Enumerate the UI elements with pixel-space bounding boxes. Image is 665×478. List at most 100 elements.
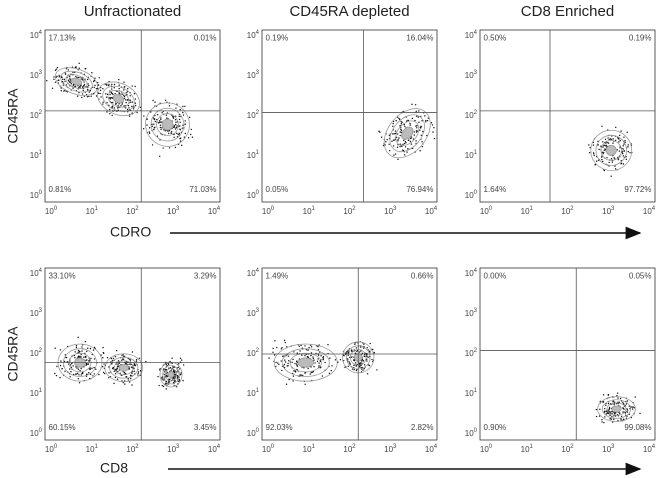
event-dot [78, 356, 80, 358]
event-dot [72, 87, 74, 89]
event-dot [603, 421, 605, 424]
event-dot [599, 408, 601, 411]
event-dot [415, 131, 418, 133]
event-dot [604, 138, 607, 141]
event-dot [623, 418, 625, 421]
event-dot [102, 371, 105, 374]
event-dot [130, 377, 132, 380]
event-dot [614, 165, 616, 167]
event-dot [293, 370, 295, 372]
y-tick-label: 103 [30, 308, 43, 319]
event-dot [617, 397, 619, 399]
tick-exponent: 2 [39, 110, 43, 116]
event-dot [299, 350, 301, 352]
event-dot [298, 345, 301, 348]
event-dot [622, 148, 624, 150]
event-dot [93, 373, 96, 375]
event-dot [145, 360, 147, 363]
event-dot [330, 369, 333, 372]
event-dot [146, 124, 148, 126]
event-dot [190, 128, 192, 131]
event-dot [168, 130, 171, 132]
event-dot [420, 126, 422, 128]
event-dot [284, 359, 286, 361]
tick-exponent: 2 [570, 206, 574, 212]
event-dot [109, 108, 111, 111]
tick-exponent: 3 [474, 308, 478, 314]
event-dot [308, 346, 310, 349]
x-tick-label: 100 [480, 444, 493, 455]
event-dot [157, 375, 159, 378]
event-dot [382, 144, 385, 147]
event-dot [102, 366, 104, 368]
y-tick-label: 100 [30, 428, 43, 439]
event-dot [131, 101, 134, 103]
event-dot [182, 114, 185, 116]
event-dot [287, 362, 289, 365]
event-dot [168, 147, 171, 149]
event-dot [619, 139, 622, 142]
event-dot [76, 367, 78, 369]
event-dot [129, 101, 132, 103]
density-contour [145, 102, 190, 147]
event-dot [363, 355, 365, 357]
density-contour [70, 77, 83, 86]
event-dot [123, 358, 125, 360]
event-dot [108, 83, 110, 86]
tick-exponent: 0 [54, 206, 58, 212]
event-dot [285, 383, 288, 385]
event-dot [347, 365, 349, 367]
event-dot [356, 350, 358, 353]
x-tick-label: 104 [425, 206, 438, 217]
event-dot [92, 93, 95, 95]
event-dot [61, 368, 63, 370]
event-dot [388, 143, 390, 145]
event-dot [614, 168, 617, 170]
event-dot [415, 129, 418, 132]
event-dot [182, 364, 185, 366]
event-dot [614, 415, 617, 417]
event-dot [106, 84, 108, 86]
event-dot [156, 135, 159, 137]
event-dot [165, 114, 168, 116]
event-dot [615, 126, 617, 129]
event-dot [607, 394, 610, 396]
event-dot [417, 116, 420, 118]
event-dot [167, 363, 170, 366]
event-dot [626, 408, 628, 410]
event-dot [622, 407, 624, 409]
event-dot [92, 80, 95, 82]
event-dot [151, 125, 153, 127]
event-dot [103, 372, 106, 375]
event-dot [609, 414, 611, 416]
event-dot [53, 76, 55, 78]
event-dot [86, 96, 89, 98]
event-dot [175, 126, 178, 129]
panel-title: Unfractionated [84, 3, 182, 20]
event-dot [601, 421, 603, 423]
event-dot [176, 378, 179, 380]
event-dot [351, 368, 354, 370]
event-dot [164, 371, 166, 373]
event-dot [118, 78, 120, 81]
density-contour [113, 360, 134, 376]
event-dot [419, 127, 422, 129]
event-dot [391, 140, 393, 142]
event-dot [174, 380, 176, 383]
event-dot [113, 107, 116, 109]
event-dot [86, 350, 88, 353]
event-dot [117, 363, 119, 366]
event-dot [129, 375, 132, 377]
tick-exponent: 2 [256, 110, 260, 116]
y-tick-label: 100 [247, 428, 260, 439]
x-axis-label: CDRO [110, 224, 151, 240]
event-dot [79, 355, 81, 358]
tick-exponent: 3 [176, 206, 180, 212]
event-dot [629, 152, 631, 154]
event-dot [117, 360, 120, 362]
event-dot [621, 151, 623, 154]
tick-exponent: 1 [312, 206, 316, 212]
event-dot [634, 396, 636, 398]
event-dot [292, 375, 295, 377]
event-dot [115, 103, 117, 105]
